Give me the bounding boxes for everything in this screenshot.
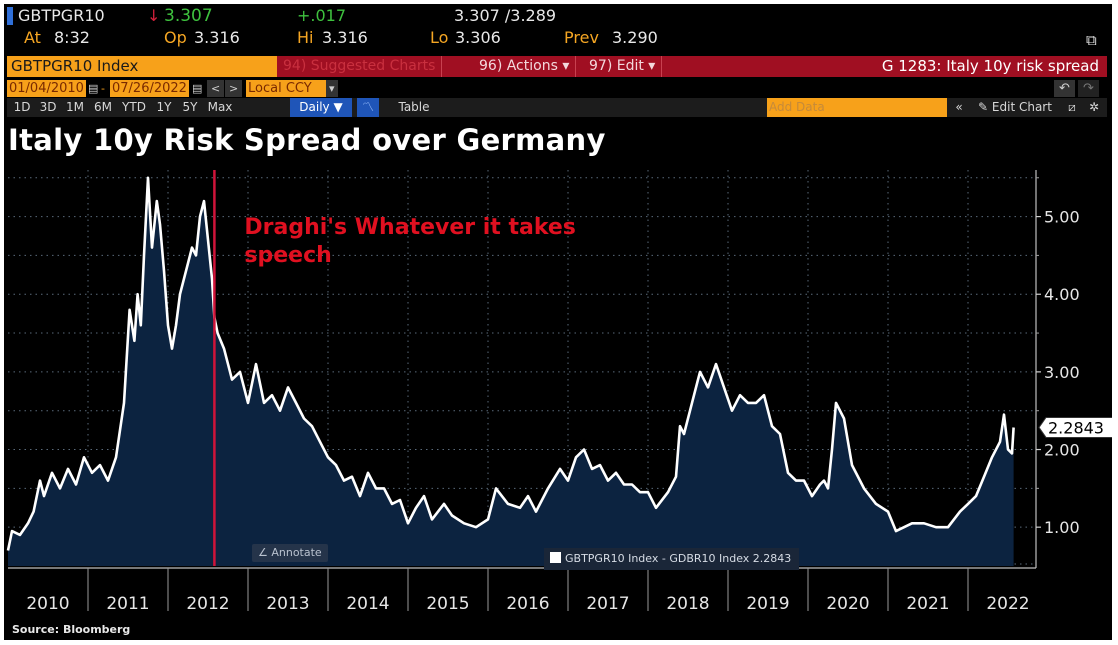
open-label: Op: [164, 28, 187, 47]
command-bar: GBTPGR10 Index 94) Suggested Charts 96) …: [7, 56, 1107, 77]
range-5y[interactable]: 5Y: [182, 100, 198, 114]
x-tick-label: 2013: [266, 594, 309, 614]
annotation-tools-icon[interactable]: ⧄: [1068, 100, 1076, 114]
x-axis-ticks: 2010 2011 2012 2013 2014 2015 2016 2017 2018 2019…: [26, 568, 1030, 614]
legend: GBTPGR10 Index - GDBR10 Index 2.2843: [544, 548, 800, 570]
spread-chart: 1.002.003.004.005.00 2010 2011 2012 2013 201…: [6, 170, 1112, 614]
currency-dropdown-arrow[interactable]: ▾: [326, 80, 338, 97]
annotate-button[interactable]: ∠ Annotate: [252, 544, 328, 562]
legend-value: 2.2843: [752, 552, 792, 565]
line-chart-icon[interactable]: 〽: [357, 98, 379, 117]
at-value: 8:32: [54, 28, 90, 47]
actions-menu[interactable]: 96) Actions ▾: [473, 56, 577, 77]
high-value: 3.316: [322, 28, 368, 47]
end-calendar-icon[interactable]: ▤: [192, 82, 203, 95]
redo-icon[interactable]: ↷: [1078, 80, 1099, 97]
x-tick-label: 2022: [986, 594, 1029, 614]
x-tick-label: 2010: [26, 594, 69, 614]
prev-period-button[interactable]: <: [207, 80, 225, 97]
chart-page-title: G 1283: Italy 10y risk spread: [881, 57, 1099, 75]
net-change: +.017: [297, 6, 347, 25]
axes: [8, 170, 1037, 569]
command-menu-bar: 94) Suggested Charts 96) Actions ▾ 97) E…: [277, 56, 1107, 77]
at-label: At: [24, 28, 41, 47]
x-tick-label: 2021: [906, 594, 949, 614]
y-tick-label: 3.00: [1044, 363, 1080, 382]
chart-toolbar: 1D 3D 1M 6M YTD 1Y 5Y Max Daily ▼ 〽 Tabl…: [7, 98, 1107, 117]
legend-label: GBTPGR10 Index - GDBR10 Index: [565, 552, 750, 565]
x-tick-label: 2012: [186, 594, 229, 614]
start-date-input[interactable]: 01/04/2010: [7, 80, 86, 97]
range-1d[interactable]: 1D: [13, 100, 31, 114]
spread-area-fill: [8, 177, 1014, 567]
bid-ask: 3.307 /3.289: [454, 6, 557, 25]
x-tick-label: 2019: [746, 594, 789, 614]
bloomberg-terminal-window: GBTPGR10 ↓ 3.307 +.017 3.307 /3.289 At 8…: [4, 4, 1112, 640]
start-calendar-icon[interactable]: ▤: [88, 82, 99, 95]
add-data-input[interactable]: Add Data: [767, 98, 947, 117]
x-tick-label: 2011: [106, 594, 149, 614]
prev-value: 3.290: [612, 28, 658, 47]
range-max[interactable]: Max: [207, 100, 233, 114]
low-value: 3.306: [455, 28, 501, 47]
next-period-button[interactable]: >: [225, 80, 243, 97]
x-tick-label: 2016: [506, 594, 549, 614]
x-tick-label: 2017: [586, 594, 629, 614]
spread-line: [6, 176, 1015, 551]
undo-icon[interactable]: ↶: [1054, 80, 1075, 97]
y-tick-label: 2.00: [1044, 441, 1080, 460]
y-axis-ticks: 1.00 2.00 3.00 4.00 5.00: [1036, 177, 1080, 537]
security-color-marker: [7, 7, 13, 25]
x-tick-label: 2014: [346, 594, 389, 614]
last-value-text: 2.2843: [1048, 418, 1104, 437]
table-view-button[interactable]: Table: [398, 100, 430, 114]
open-value: 3.316: [194, 28, 240, 47]
draghi-annotation-line1: Draghi's Whatever it takes: [244, 215, 576, 240]
down-arrow-icon: ↓: [147, 6, 161, 25]
low-label: Lo: [430, 28, 449, 47]
end-date-input[interactable]: 07/26/2022: [110, 80, 189, 97]
range-1m[interactable]: 1M: [66, 100, 84, 114]
edit-menu[interactable]: 97) Edit ▾: [583, 56, 663, 77]
range-1y[interactable]: 1Y: [156, 100, 172, 114]
ticker-label: GBTPGR10: [18, 6, 105, 25]
high-label: Hi: [297, 28, 314, 47]
last-price: 3.307: [164, 6, 213, 26]
collapse-icon[interactable]: «: [955, 100, 963, 114]
x-tick-label: 2018: [666, 594, 709, 614]
range-3d[interactable]: 3D: [39, 100, 57, 114]
settings-gear-icon[interactable]: ✲: [1088, 100, 1100, 114]
range-6m[interactable]: 6M: [94, 100, 112, 114]
y-tick-label: 5.00: [1044, 208, 1080, 227]
suggested-charts-menu[interactable]: 94) Suggested Charts: [277, 56, 443, 77]
currency-select[interactable]: Local CCY: [246, 80, 326, 97]
frequency-dropdown[interactable]: Daily ▼: [290, 98, 352, 117]
draghi-annotation-line2: speech: [244, 243, 331, 268]
popout-icon[interactable]: ⧉: [1086, 31, 1097, 49]
chart-title: Italy 10y Risk Spread over Germany: [8, 123, 606, 157]
y-tick-label: 1.00: [1044, 518, 1080, 537]
edit-chart-button[interactable]: ✎ Edit Chart: [978, 100, 1052, 114]
security-input[interactable]: GBTPGR10 Index: [7, 56, 277, 77]
date-separator: -: [101, 82, 105, 95]
legend-swatch: [550, 552, 561, 563]
last-value-tag: 2.2843: [1038, 416, 1112, 438]
y-tick-label: 4.00: [1044, 285, 1080, 304]
x-tick-label: 2015: [426, 594, 469, 614]
x-tick-label: 2020: [826, 594, 869, 614]
prev-label: Prev: [564, 28, 599, 47]
last-value-box: [1038, 416, 1112, 438]
range-ytd[interactable]: YTD: [122, 100, 146, 114]
source-note: Source: Bloomberg: [12, 623, 131, 636]
